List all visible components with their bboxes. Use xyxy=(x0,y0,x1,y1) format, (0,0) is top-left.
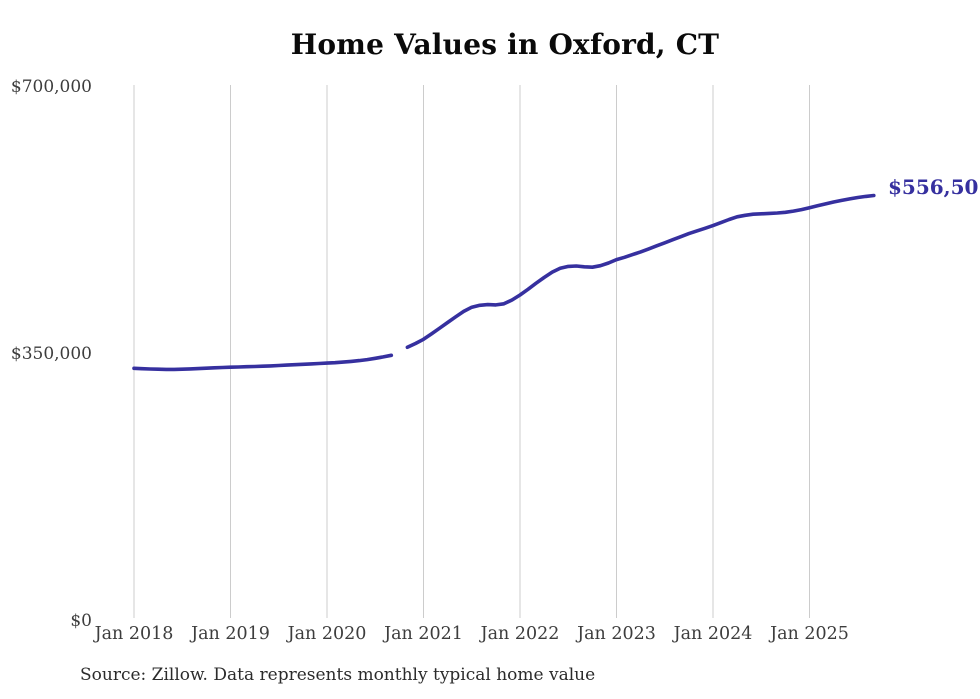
home-value-line-segment xyxy=(405,193,876,350)
x-axis-label: Jan 2022 xyxy=(479,624,560,644)
x-axis-labels: Jan 2018 Jan 2019 Jan 2020 Jan 2021 Jan 2022… xyxy=(93,624,849,644)
x-axis-label: Jan 2019 xyxy=(189,624,270,644)
chart-title: Home Values in Oxford, CT xyxy=(290,28,720,61)
latest-value-label: $556,507 xyxy=(888,175,980,199)
x-axis-label: Jan 2021 xyxy=(382,624,463,644)
value-line-layer xyxy=(132,193,876,372)
home-value-line-segment xyxy=(132,353,394,372)
y-axis-label-350k: $350,000 xyxy=(11,344,92,364)
source-note: Source: Zillow. Data represents monthly … xyxy=(80,665,596,685)
y-axis-label-0: $0 xyxy=(70,611,92,631)
y-axis-label-700k: $700,000 xyxy=(11,77,92,97)
x-axis-label: Jan 2024 xyxy=(672,624,753,644)
gridline-layer xyxy=(133,85,810,618)
x-axis-label: Jan 2020 xyxy=(286,624,367,644)
x-axis-label: Jan 2018 xyxy=(93,624,174,644)
x-axis-label: Jan 2023 xyxy=(575,624,656,644)
x-axis-label: Jan 2025 xyxy=(768,624,849,644)
